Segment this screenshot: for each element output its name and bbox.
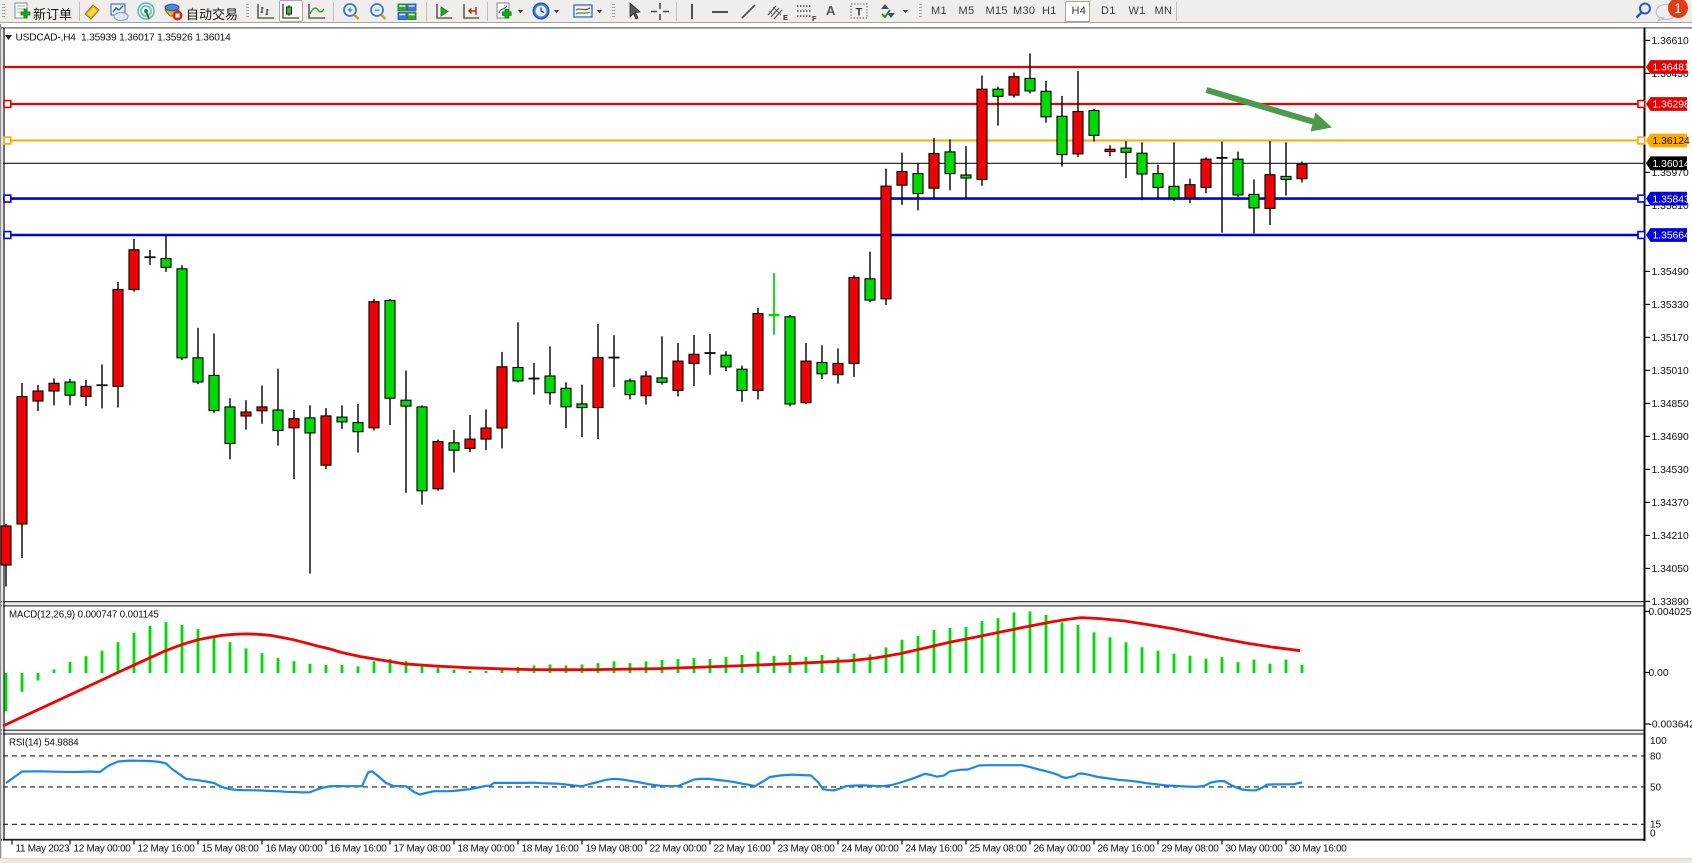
svg-text:1.36014: 1.36014	[1653, 159, 1690, 170]
svg-text:25 May 08:00: 25 May 08:00	[970, 844, 1028, 855]
svg-text:24 May 16:00: 24 May 16:00	[906, 844, 964, 855]
svg-text:0: 0	[1650, 828, 1656, 839]
svg-text:+: +	[347, 6, 353, 17]
svg-text:1.34210: 1.34210	[1652, 531, 1689, 542]
svg-text:19 May 08:00: 19 May 08:00	[586, 844, 644, 855]
svg-text:1.35490: 1.35490	[1652, 267, 1689, 278]
svg-text:26 May 16:00: 26 May 16:00	[1098, 844, 1156, 855]
svg-text:1.35664: 1.35664	[1653, 231, 1690, 242]
svg-text:15 May 08:00: 15 May 08:00	[202, 844, 260, 855]
svg-text:26 May 00:00: 26 May 00:00	[1034, 844, 1092, 855]
svg-text:1.36450: 1.36450	[1652, 69, 1689, 80]
svg-text:11 May 2023: 11 May 2023	[16, 844, 71, 855]
svg-text:USDCAD-,H4 1.35939 1.36017 1.: USDCAD-,H4 1.35939 1.36017 1.35926 1.360…	[16, 33, 232, 44]
svg-text:1.35970: 1.35970	[1652, 168, 1689, 179]
svg-text:18 May 16:00: 18 May 16:00	[522, 844, 580, 855]
svg-text:50: 50	[1650, 782, 1662, 793]
svg-text:F: F	[812, 14, 817, 23]
svg-text:1.35330: 1.35330	[1652, 300, 1689, 311]
svg-text:16 May 00:00: 16 May 00:00	[266, 844, 324, 855]
svg-text:12 May 16:00: 12 May 16:00	[138, 844, 196, 855]
svg-text:24 May 00:00: 24 May 00:00	[842, 844, 900, 855]
svg-text:T: T	[856, 7, 863, 19]
svg-text:12 May 00:00: 12 May 00:00	[74, 844, 132, 855]
svg-text:0.00: 0.00	[1649, 668, 1669, 679]
svg-text:15: 15	[1650, 819, 1662, 830]
svg-text:17 May 08:00: 17 May 08:00	[394, 844, 452, 855]
svg-text:−: −	[374, 6, 380, 17]
svg-text:1.35843: 1.35843	[1653, 194, 1690, 205]
svg-text:22 May 16:00: 22 May 16:00	[714, 844, 772, 855]
svg-text:22 May 00:00: 22 May 00:00	[650, 844, 708, 855]
svg-text:1.36610: 1.36610	[1652, 36, 1689, 47]
svg-text:100: 100	[1650, 736, 1667, 747]
svg-text:MACD(12,26,9) 0.000747 0.00114: MACD(12,26,9) 0.000747 0.001145	[9, 610, 159, 621]
svg-text:80: 80	[1650, 751, 1662, 762]
svg-text:1.35010: 1.35010	[1652, 366, 1689, 377]
svg-text:0.004025: 0.004025	[1649, 607, 1692, 618]
svg-text:1.34530: 1.34530	[1652, 465, 1689, 476]
svg-text:16 May 16:00: 16 May 16:00	[330, 844, 388, 855]
svg-text:1.36124: 1.36124	[1653, 136, 1690, 147]
svg-text:29 May 08:00: 29 May 08:00	[1162, 844, 1220, 855]
svg-text:1: 1	[1674, 1, 1682, 16]
svg-text:1.34370: 1.34370	[1652, 498, 1689, 509]
svg-text:1.34850: 1.34850	[1652, 399, 1689, 410]
svg-text:18 May 00:00: 18 May 00:00	[458, 844, 516, 855]
svg-text:1.35810: 1.35810	[1652, 201, 1689, 212]
svg-text:23 May 08:00: 23 May 08:00	[778, 844, 836, 855]
svg-text:1.33890: 1.33890	[1652, 597, 1689, 608]
svg-text:30 May 16:00: 30 May 16:00	[1290, 844, 1348, 855]
svg-text:1.34050: 1.34050	[1652, 564, 1689, 575]
svg-text:1.35170: 1.35170	[1652, 333, 1689, 344]
svg-text:E: E	[783, 13, 788, 22]
svg-text:30 May 00:00: 30 May 00:00	[1226, 844, 1284, 855]
svg-text:1.36298: 1.36298	[1653, 100, 1690, 111]
svg-text:-0.003642: -0.003642	[1649, 720, 1692, 731]
svg-text:1.34690: 1.34690	[1652, 432, 1689, 443]
svg-text:1.36481: 1.36481	[1653, 63, 1690, 74]
svg-text:RSI(14) 54.9884: RSI(14) 54.9884	[9, 738, 79, 749]
